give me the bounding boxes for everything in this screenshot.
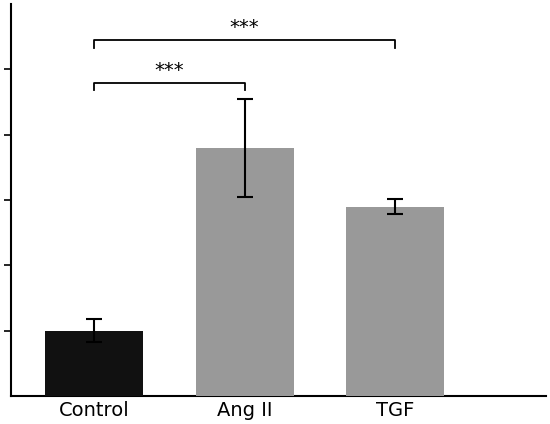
- Bar: [196, 148, 294, 396]
- Text: ***: ***: [230, 19, 260, 37]
- Bar: [45, 331, 143, 396]
- Text: ***: ***: [155, 61, 184, 80]
- Bar: [346, 206, 444, 396]
